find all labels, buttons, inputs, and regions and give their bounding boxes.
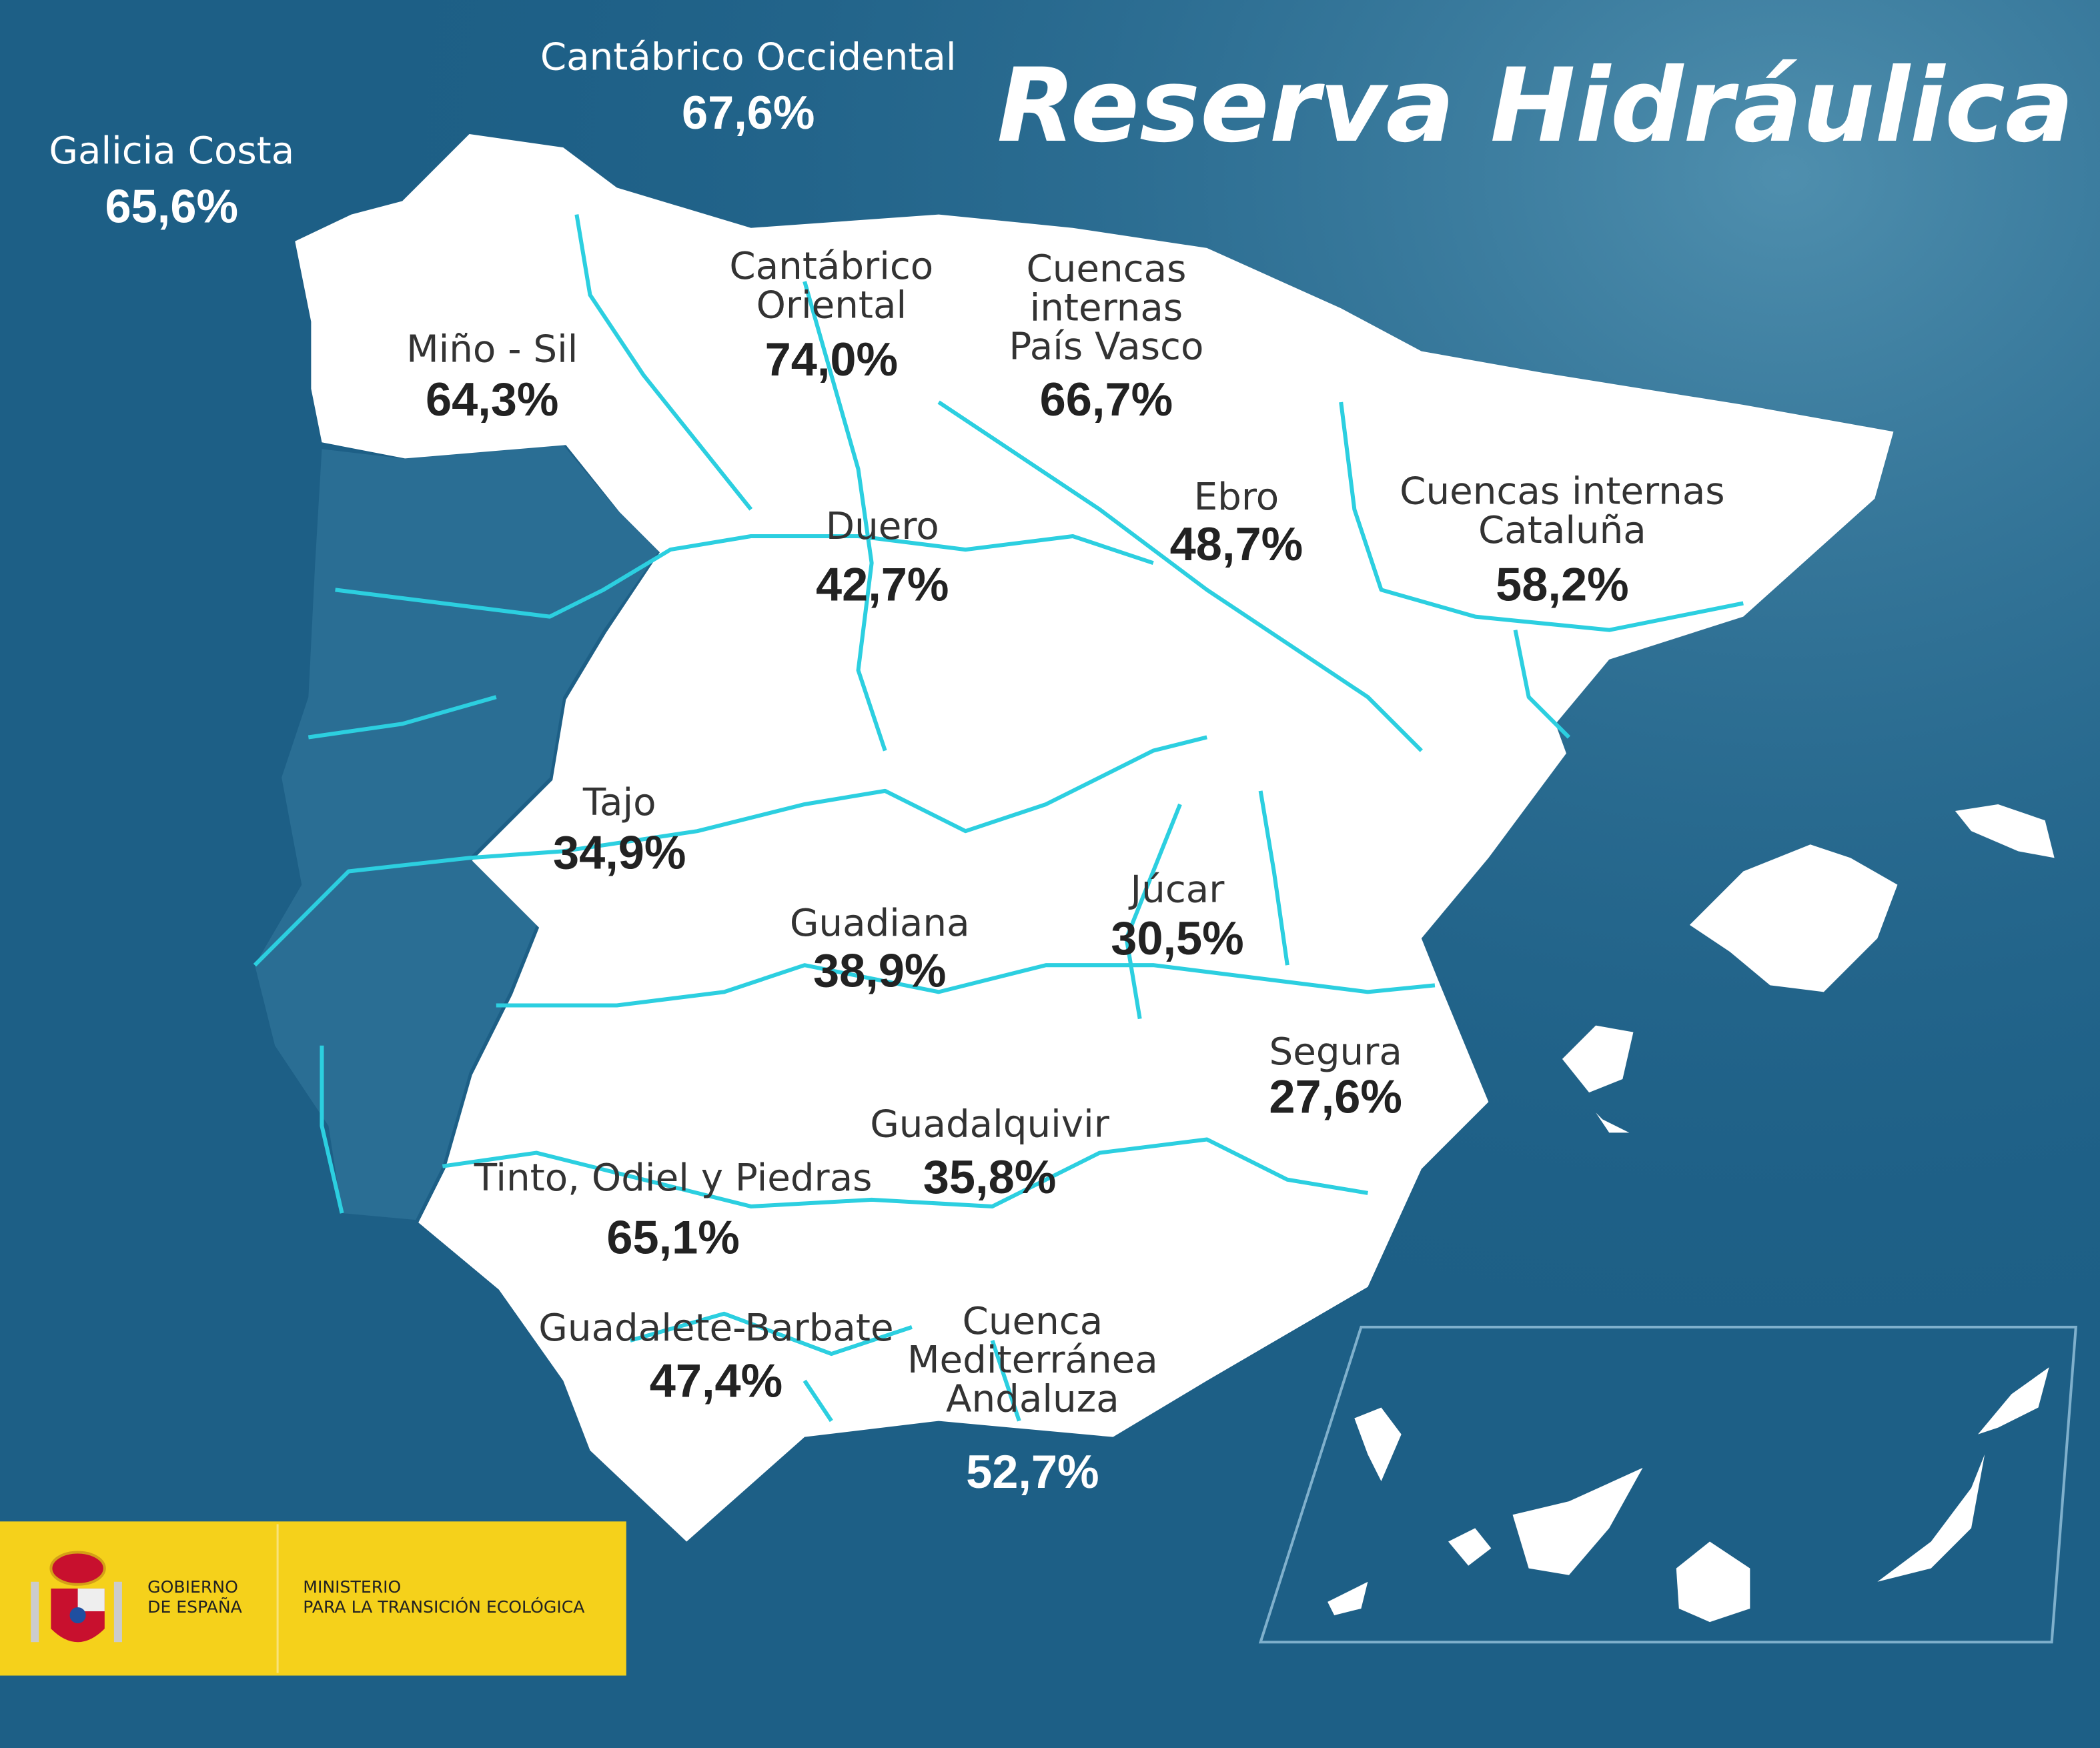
- basin-reserve-percent: 66,7%: [1040, 373, 1173, 425]
- basin-label: Cantábrico Occidental 67,6%: [540, 36, 957, 139]
- basin-reserve-percent: 30,5%: [1111, 912, 1243, 964]
- basin-labels: Galicia Costa 65,6% Cantábrico Occidental 6…: [49, 36, 1724, 1499]
- basin-reserve-percent: 42,7%: [816, 558, 949, 610]
- ministry-line-2: PARA LA TRANSICIÓN ECOLÓGICA: [303, 1597, 584, 1617]
- basin-name: Cuencas: [1026, 247, 1186, 291]
- basin-name: Tinto, Odiel y Piedras: [474, 1156, 873, 1200]
- basin-name: Cantábrico: [729, 245, 933, 288]
- basin-name: Oriental: [756, 283, 907, 327]
- canary-islands: [1258, 1325, 2077, 1644]
- basin-name: Guadalquivir: [870, 1102, 1110, 1146]
- basin-reserve-percent: 34,9%: [553, 826, 686, 878]
- basin-name: Andaluza: [946, 1378, 1119, 1421]
- ibiza: [1562, 1025, 1634, 1093]
- basin-reserve-percent: 58,2%: [1496, 558, 1628, 610]
- basin-reserve-percent: 52,7%: [966, 1445, 1099, 1498]
- gov-line-2: DE ESPAÑA: [147, 1597, 242, 1617]
- basin-label: Galicia Costa 65,6%: [49, 129, 294, 232]
- basin-reserve-percent: 64,3%: [426, 373, 558, 425]
- basin-name: internas: [1030, 286, 1183, 329]
- coat-of-arms-icon: [31, 1551, 122, 1643]
- canary-inset-frame: [1258, 1325, 2077, 1644]
- basin-name: Segura: [1269, 1030, 1402, 1074]
- basin-name: Cuenca: [963, 1300, 1103, 1343]
- basin-name: Miño - Sil: [406, 328, 578, 371]
- menorca: [1955, 804, 2055, 858]
- basin-name: Júcar: [1129, 868, 1225, 912]
- basin-label: Tinto, Odiel y Piedras 65,1%: [474, 1156, 873, 1263]
- basin-label: Duero 42,7%: [816, 505, 949, 610]
- map-title: Reserva Hidráulica: [997, 47, 2073, 165]
- basin-reserve-percent: 65,1%: [606, 1210, 739, 1263]
- basin-name: Mediterránea: [907, 1339, 1158, 1382]
- balearic-islands: [1562, 804, 2055, 1133]
- basin-reserve-percent: 38,9%: [813, 944, 946, 996]
- basin-reserve-percent: 67,6%: [682, 86, 815, 139]
- basin-name: Guadiana: [790, 902, 970, 945]
- basin-reserve-percent: 48,7%: [1170, 518, 1303, 570]
- basin-name: Guadalete-Barbate: [538, 1306, 893, 1350]
- basin-name: Galicia Costa: [49, 129, 294, 173]
- basin-name: País Vasco: [1009, 325, 1203, 369]
- basin-name: Duero: [826, 505, 939, 548]
- basin-name: Cantábrico Occidental: [540, 36, 957, 79]
- gov-line-1: GOBIERNO: [147, 1577, 238, 1597]
- basin-reserve-percent: 35,8%: [923, 1150, 1056, 1203]
- basin-name: Ebro: [1194, 476, 1279, 519]
- basin-reserve-percent: 74,0%: [765, 333, 898, 385]
- mallorca: [1689, 844, 1898, 992]
- ministry-line-1: MINISTERIO: [303, 1577, 401, 1597]
- rivers: [253, 214, 1744, 1423]
- basin-reserve-percent: 47,4%: [650, 1354, 782, 1407]
- government-logo: GOBIERNO DE ESPAÑA MINISTERIO PARA LA TR…: [0, 1521, 626, 1676]
- basin-reserve-percent: 65,6%: [105, 180, 238, 233]
- basin-name: Tajo: [582, 781, 656, 824]
- basin-name: Cuencas internas: [1400, 470, 1724, 514]
- basin-name: Cataluña: [1478, 509, 1646, 552]
- formentera: [1596, 1112, 1630, 1133]
- portugal-shape: [254, 445, 660, 1220]
- basin-reserve-percent: 27,6%: [1269, 1070, 1402, 1122]
- spain-mainland: [295, 133, 1894, 1542]
